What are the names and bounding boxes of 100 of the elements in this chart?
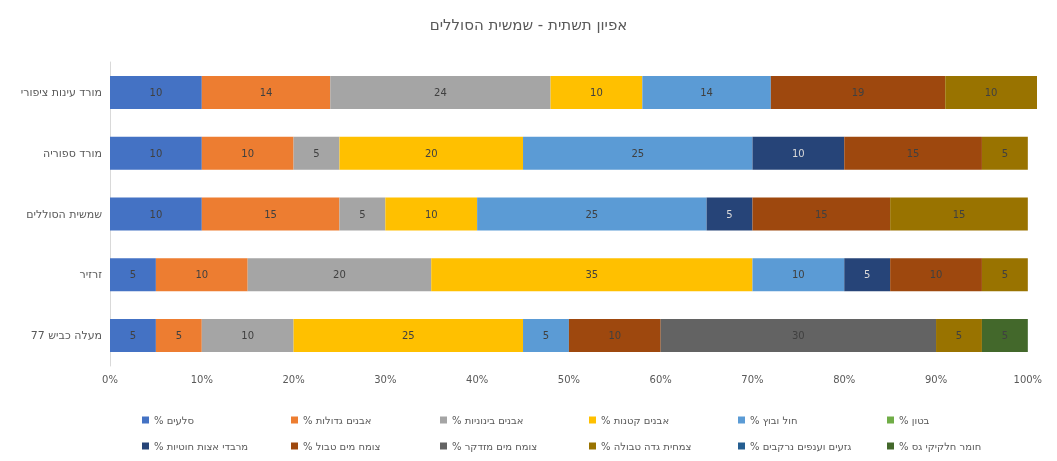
data-label: 10	[149, 147, 163, 159]
bar	[844, 258, 891, 292]
data-label: 35	[585, 269, 599, 281]
bar	[431, 258, 753, 292]
bar	[642, 75, 771, 109]
legend-label: % חומר חלקיקי גס	[899, 440, 982, 452]
data-label: 14	[259, 86, 273, 98]
bar	[110, 258, 156, 292]
bar	[752, 197, 891, 231]
data-label: 20	[333, 269, 346, 281]
bar	[770, 75, 946, 109]
legend-label: % מרבדי אצות חוטיות	[154, 440, 249, 452]
data-label: 5	[1001, 147, 1009, 159]
data-label: 5	[313, 147, 320, 159]
data-label: 5	[175, 330, 183, 342]
bar	[945, 75, 1037, 109]
x-tick-label: 70%	[741, 373, 764, 385]
bar	[523, 319, 569, 353]
bar	[568, 319, 661, 353]
bar	[155, 258, 248, 292]
bar	[330, 75, 551, 109]
data-label: 5	[129, 330, 137, 342]
bar	[981, 319, 1028, 353]
bar	[660, 319, 937, 353]
x-tick-label: 40%	[466, 373, 489, 385]
legend-label: % צומח מים טבול	[303, 440, 381, 452]
y-tick-label: זרזיר	[79, 268, 103, 282]
bar	[706, 197, 753, 231]
data-label: 25	[631, 147, 645, 159]
bar	[110, 136, 202, 170]
bar	[752, 136, 845, 170]
data-label: 10	[195, 269, 209, 281]
x-tick-label: 30%	[374, 373, 397, 385]
bar	[339, 136, 524, 170]
bar	[293, 319, 524, 353]
x-tick-label: 90%	[924, 373, 948, 385]
bar	[293, 136, 340, 170]
data-label: 19	[851, 86, 865, 98]
data-label: 10	[792, 147, 805, 159]
data-label: 5	[1001, 269, 1009, 281]
bar	[110, 197, 202, 231]
bar	[981, 136, 1028, 170]
bar	[550, 75, 643, 109]
legend-label: % גזעים וענפים נרקבים	[750, 440, 852, 452]
bar	[339, 197, 386, 231]
legend-label: % אבנים בינוניות	[452, 414, 524, 426]
bar	[981, 258, 1028, 292]
data-label: 5	[955, 330, 963, 342]
data-label: 5	[129, 269, 137, 281]
bar	[201, 75, 331, 109]
legend-label: % אבנים קטנות	[601, 414, 670, 426]
data-label: 5	[864, 269, 871, 281]
y-tick-label: מורד ספוריה	[42, 146, 102, 160]
bar	[247, 258, 432, 292]
data-label: 20	[424, 147, 438, 159]
bar	[110, 319, 156, 353]
data-label: 24	[434, 86, 447, 98]
data-label: 5	[542, 330, 550, 342]
legend-label: % סלעים	[154, 414, 194, 426]
data-label: 10	[984, 86, 998, 98]
bar	[201, 319, 294, 353]
data-label: 25	[585, 208, 599, 220]
data-label: 10	[424, 208, 438, 220]
bar	[890, 258, 982, 292]
bar	[110, 75, 202, 109]
bar	[752, 258, 845, 292]
legend-label: % צמחית גדה טבולה	[601, 440, 692, 452]
bar	[523, 136, 753, 170]
data-label: 10	[929, 269, 943, 281]
bar	[201, 197, 340, 231]
legend-label: % בטון	[899, 414, 930, 426]
data-label: 10	[608, 330, 622, 342]
bar	[477, 197, 707, 231]
data-label: 5	[359, 208, 366, 220]
x-tick-label: 80%	[833, 373, 856, 385]
data-label: 14	[700, 86, 713, 98]
y-tick-label: מורד עינות ציפורי	[20, 85, 102, 99]
x-tick-label: 20%	[282, 373, 305, 385]
x-tick-label: 60%	[649, 373, 672, 385]
data-label: 15	[814, 208, 828, 220]
data-label: 10	[792, 269, 805, 281]
data-label: 10	[590, 86, 603, 98]
bar	[890, 197, 1028, 231]
data-label: 10	[149, 208, 163, 220]
bar	[385, 197, 478, 231]
bar	[201, 136, 294, 170]
x-tick-label: 50%	[557, 373, 581, 385]
data-label: 15	[906, 147, 920, 159]
data-label: 10	[241, 330, 255, 342]
data-label: 15	[952, 208, 966, 220]
y-tick-label: שמשית הסוללים	[26, 207, 103, 221]
chart-title: אפיון תשתית - שמשית הסוללים	[429, 15, 628, 34]
x-tick-label: 0%	[102, 373, 118, 385]
data-label: 25	[401, 330, 415, 342]
bar	[155, 319, 202, 353]
bar	[844, 136, 982, 170]
data-label: 15	[264, 208, 277, 220]
x-tick-label: 10%	[190, 373, 213, 385]
data-label: 10	[241, 147, 255, 159]
data-label: 10	[149, 86, 163, 98]
